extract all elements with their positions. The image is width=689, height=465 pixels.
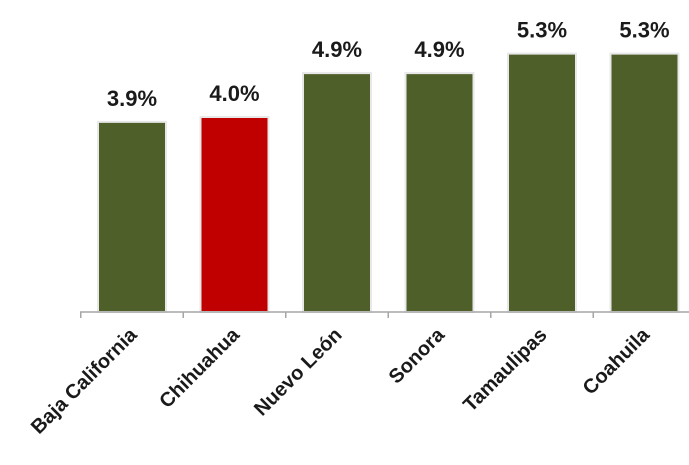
data-label: 5.3%	[619, 18, 669, 43]
bar	[97, 120, 167, 313]
bar	[199, 116, 270, 313]
x-axis-ticks-group	[80, 312, 594, 318]
bar	[302, 72, 372, 313]
data-label: 5.3%	[517, 18, 567, 43]
data-label: 3.9%	[107, 86, 157, 111]
x-tick-label: Baja California	[27, 323, 142, 438]
value-labels-group: 3.9% 4.0% 4.9% 4.9% 5.3% 5.3%	[107, 18, 670, 111]
category-labels-group: Baja California Chihuahua Nuevo León Sonora…	[27, 323, 655, 438]
data-label: 4.9%	[312, 37, 362, 62]
bar	[507, 52, 577, 313]
data-label: 4.9%	[414, 37, 464, 62]
x-tick-label: Nuevo León	[250, 324, 346, 420]
data-label: 4.0%	[209, 81, 259, 106]
x-tick-label: Coahuila	[579, 323, 655, 399]
x-tick-label: Chihuahua	[155, 323, 244, 412]
bar	[609, 52, 680, 313]
x-tick-label: Sonora	[385, 323, 450, 388]
bar	[404, 72, 475, 313]
x-tick-label: Tamaulipas	[459, 324, 551, 416]
bars-group	[97, 52, 680, 313]
